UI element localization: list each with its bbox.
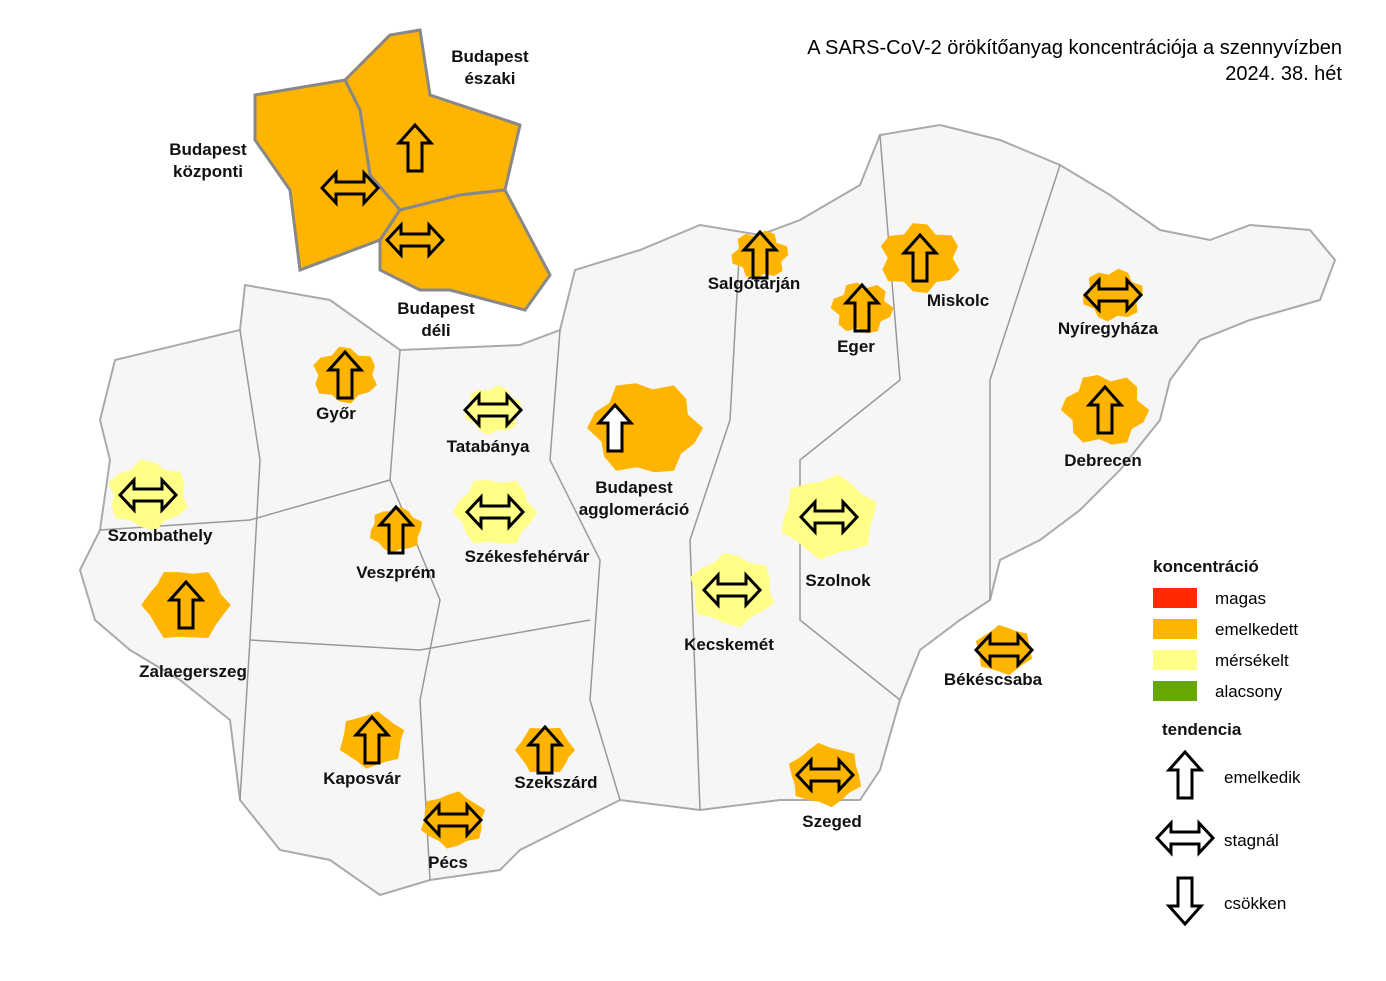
legend-swatch	[1153, 681, 1197, 701]
region	[690, 552, 774, 628]
region	[378, 188, 552, 312]
site-label: Miskolc	[927, 291, 989, 310]
site-label: Zalaegerszeg	[139, 662, 247, 681]
legend-arrow	[1154, 819, 1216, 857]
legend-arrow	[1165, 749, 1205, 800]
site-label: Szeged	[802, 812, 862, 831]
trend-arrow	[325, 349, 365, 400]
site-label: Budapest agglomeráció	[579, 478, 690, 519]
trend-arrow	[384, 221, 446, 259]
region	[880, 223, 960, 294]
trend-arrow	[900, 232, 940, 283]
region	[788, 742, 862, 808]
legend: magas emelkedett mérsékelt alacsony emelkedi…	[1153, 588, 1301, 927]
trend-arrow	[525, 724, 565, 775]
trend-arrow	[462, 391, 524, 429]
region	[313, 346, 377, 404]
site-label: Budapest központi	[169, 140, 247, 181]
title: A SARS-CoV-2 örökítőanyag koncentrációja…	[807, 37, 1342, 59]
trend-arrow	[166, 579, 206, 630]
trend-arrow	[1085, 384, 1125, 435]
trend-arrow	[117, 476, 179, 514]
site-label: Békéscsaba	[944, 670, 1043, 689]
site-label: Szolnok	[805, 571, 871, 590]
site-label: Szombathely	[108, 526, 213, 545]
legend-label: magas	[1215, 589, 1266, 608]
region	[369, 506, 423, 554]
legend-title: tendencia	[1162, 720, 1242, 739]
site-label: Pécs	[428, 853, 468, 872]
trend-arrow	[422, 801, 484, 839]
trend-arrow	[1082, 276, 1144, 314]
country-outline	[78, 123, 1337, 897]
legend-swatch	[1153, 619, 1197, 639]
site-label: Szekszárd	[514, 773, 597, 792]
region	[108, 459, 188, 531]
site-label: Tatabánya	[447, 437, 530, 456]
arrows	[117, 122, 1144, 839]
region	[141, 572, 231, 639]
site-label: Budapest déli	[397, 299, 475, 340]
trend-arrow	[973, 631, 1035, 669]
trend-arrow	[794, 756, 856, 794]
site-label: Budapest északi	[451, 47, 529, 88]
region	[514, 727, 576, 773]
regions	[108, 28, 1150, 849]
region	[1061, 374, 1150, 445]
legend-label: csökken	[1224, 894, 1286, 913]
site-label: Veszprém	[356, 563, 435, 582]
trend-arrow	[352, 714, 392, 765]
site-label: Székesfehérvár	[465, 547, 590, 566]
trend-arrow	[595, 402, 635, 453]
site-label: Kecskemét	[684, 635, 774, 654]
site-label: Győr	[316, 404, 356, 423]
legend-label: stagnál	[1224, 831, 1279, 850]
site-label: Nyíregyháza	[1058, 319, 1159, 338]
site-label: Eger	[837, 337, 875, 356]
trend-arrow	[395, 122, 435, 173]
region	[781, 474, 877, 560]
legend-swatch	[1153, 650, 1197, 670]
region	[830, 282, 894, 334]
site-label: Debrecen	[1064, 451, 1141, 470]
trend-arrow	[842, 282, 882, 333]
legend-label: emelkedik	[1224, 768, 1301, 787]
region	[339, 711, 405, 769]
trend-arrow	[464, 493, 526, 531]
legend-label: mérsékelt	[1215, 651, 1289, 670]
trend-arrow	[376, 504, 416, 555]
region	[731, 230, 789, 280]
region	[452, 479, 538, 544]
legend-title: koncentráció	[1153, 557, 1259, 576]
legend-label: emelkedett	[1215, 620, 1298, 639]
site-label: Salgótarján	[708, 274, 801, 293]
labels: Budapest északi Budapest központi Budapest dé…	[108, 47, 1159, 872]
trend-arrow	[701, 571, 763, 609]
legend-swatch	[1153, 588, 1197, 608]
legend-arrow	[1165, 876, 1205, 927]
trend-arrow	[740, 229, 780, 280]
trend-arrow	[319, 169, 381, 207]
legend-label: alacsony	[1215, 682, 1283, 701]
site-label: Kaposvár	[323, 769, 401, 788]
subtitle: 2024. 38. hét	[1225, 63, 1342, 85]
region	[975, 624, 1033, 676]
trend-arrow	[798, 498, 860, 536]
